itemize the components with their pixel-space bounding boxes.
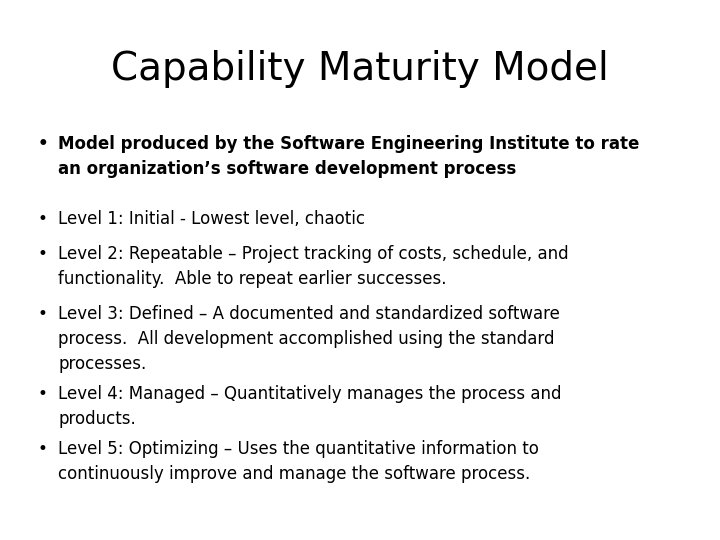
Text: •: • bbox=[38, 245, 48, 263]
Text: Level 3: Defined – A documented and standardized software
process.  All developm: Level 3: Defined – A documented and stan… bbox=[58, 305, 560, 373]
Text: Level 2: Repeatable – Project tracking of costs, schedule, and
functionality.  A: Level 2: Repeatable – Project tracking o… bbox=[58, 245, 569, 288]
Text: Capability Maturity Model: Capability Maturity Model bbox=[111, 50, 609, 88]
Text: •: • bbox=[38, 440, 48, 458]
Text: •: • bbox=[38, 135, 49, 153]
Text: Level 5: Optimizing – Uses the quantitative information to
continuously improve : Level 5: Optimizing – Uses the quantitat… bbox=[58, 440, 539, 483]
Text: •: • bbox=[38, 210, 48, 228]
Text: Level 1: Initial - Lowest level, chaotic: Level 1: Initial - Lowest level, chaotic bbox=[58, 210, 365, 228]
Text: •: • bbox=[38, 305, 48, 323]
Text: •: • bbox=[38, 385, 48, 403]
Text: Level 4: Managed – Quantitatively manages the process and
products.: Level 4: Managed – Quantitatively manage… bbox=[58, 385, 562, 428]
Text: Model produced by the Software Engineering Institute to rate
an organization’s s: Model produced by the Software Engineeri… bbox=[58, 135, 639, 178]
